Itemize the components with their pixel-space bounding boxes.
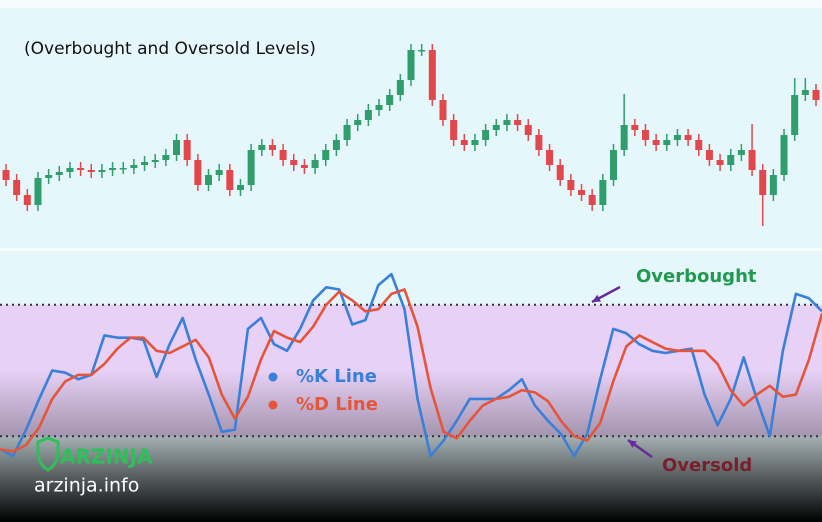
legend-marker bbox=[268, 400, 278, 410]
candle-body bbox=[290, 160, 298, 165]
candle-body bbox=[759, 170, 767, 195]
candle-body bbox=[620, 125, 628, 150]
candle-body bbox=[641, 130, 649, 140]
candle-body bbox=[236, 185, 244, 190]
candle-body bbox=[396, 80, 404, 95]
candle-body bbox=[407, 50, 415, 80]
candle-body bbox=[87, 170, 95, 172]
legend-marker bbox=[268, 372, 278, 382]
arrow-head bbox=[628, 440, 637, 448]
candle-body bbox=[173, 140, 181, 155]
candle-body bbox=[162, 155, 170, 160]
legend-label: %K Line bbox=[296, 366, 377, 387]
candle-body bbox=[599, 180, 607, 205]
candle-body bbox=[205, 175, 212, 185]
candle-body bbox=[524, 125, 532, 135]
candle-body bbox=[226, 170, 234, 190]
logo bbox=[36, 436, 60, 472]
candle-body bbox=[610, 150, 617, 180]
candle-body bbox=[247, 150, 255, 185]
candle-body bbox=[450, 120, 458, 140]
candle-body bbox=[311, 160, 319, 168]
candle-body bbox=[77, 168, 85, 170]
candle-body bbox=[151, 160, 159, 162]
candle-body bbox=[268, 145, 276, 150]
candle-body bbox=[546, 150, 554, 165]
candle-body bbox=[748, 150, 756, 170]
candle-body bbox=[34, 178, 42, 205]
candle-body bbox=[2, 170, 10, 180]
candle-body bbox=[695, 140, 703, 150]
candle-body bbox=[428, 50, 436, 100]
candle-body bbox=[300, 165, 308, 168]
candle-body bbox=[258, 145, 266, 150]
candle-body bbox=[322, 150, 330, 160]
candle-body bbox=[375, 105, 383, 110]
candle-body bbox=[492, 125, 500, 130]
candle-body bbox=[98, 170, 106, 172]
bottom-shade bbox=[0, 370, 822, 522]
legend-label: %D Line bbox=[296, 394, 378, 415]
series-line bbox=[0, 288, 822, 453]
candle-body bbox=[343, 125, 351, 140]
candle-body bbox=[23, 195, 31, 205]
candle-body bbox=[780, 135, 788, 175]
candle-body bbox=[631, 125, 639, 130]
candle-body bbox=[812, 90, 820, 100]
candle-body bbox=[183, 140, 191, 160]
candle-body bbox=[514, 120, 522, 125]
candle-body bbox=[471, 140, 479, 145]
candle-body bbox=[141, 162, 149, 165]
candle-body bbox=[588, 195, 596, 205]
candle-body bbox=[386, 95, 394, 105]
candle-body bbox=[364, 110, 372, 120]
candle-body bbox=[705, 150, 713, 160]
candle-body bbox=[578, 190, 586, 195]
level-annotation: Overbought bbox=[636, 266, 757, 287]
candle-body bbox=[535, 135, 543, 150]
candle-body bbox=[66, 168, 74, 172]
level-annotation: Oversold bbox=[662, 455, 752, 476]
candle-body bbox=[769, 175, 777, 195]
candle-body bbox=[482, 130, 490, 140]
candle-body bbox=[13, 180, 21, 195]
candle-body bbox=[791, 95, 799, 135]
candle-body bbox=[556, 165, 564, 180]
candle-body bbox=[439, 100, 447, 120]
candle-body bbox=[194, 160, 202, 185]
arrow-head bbox=[592, 294, 601, 302]
candle-body bbox=[684, 135, 692, 140]
candle-body bbox=[45, 175, 53, 178]
watermark: ARZINJA arzinja.info bbox=[34, 436, 153, 497]
candle-body bbox=[55, 172, 63, 175]
candle-body bbox=[215, 170, 223, 175]
candle-body bbox=[716, 160, 724, 165]
candle-body bbox=[673, 135, 681, 140]
candle-body bbox=[737, 150, 745, 155]
candle-body bbox=[119, 168, 127, 170]
candle-body bbox=[418, 50, 426, 52]
candle-body bbox=[109, 168, 117, 170]
candle-body bbox=[727, 155, 735, 165]
candle-body bbox=[460, 140, 468, 145]
candle-body bbox=[354, 120, 362, 125]
candle-body bbox=[332, 140, 340, 150]
candle-body bbox=[663, 140, 671, 145]
candle-body bbox=[279, 150, 287, 160]
chart-title: (Overbought and Oversold Levels) bbox=[24, 39, 316, 59]
candle-body bbox=[801, 90, 809, 95]
brand: ARZINJA bbox=[60, 445, 153, 469]
candle-body bbox=[130, 165, 138, 168]
candle-body bbox=[567, 180, 575, 190]
candle-body bbox=[503, 120, 511, 125]
url: arzinja.info bbox=[34, 475, 139, 497]
candle-body bbox=[652, 140, 660, 145]
